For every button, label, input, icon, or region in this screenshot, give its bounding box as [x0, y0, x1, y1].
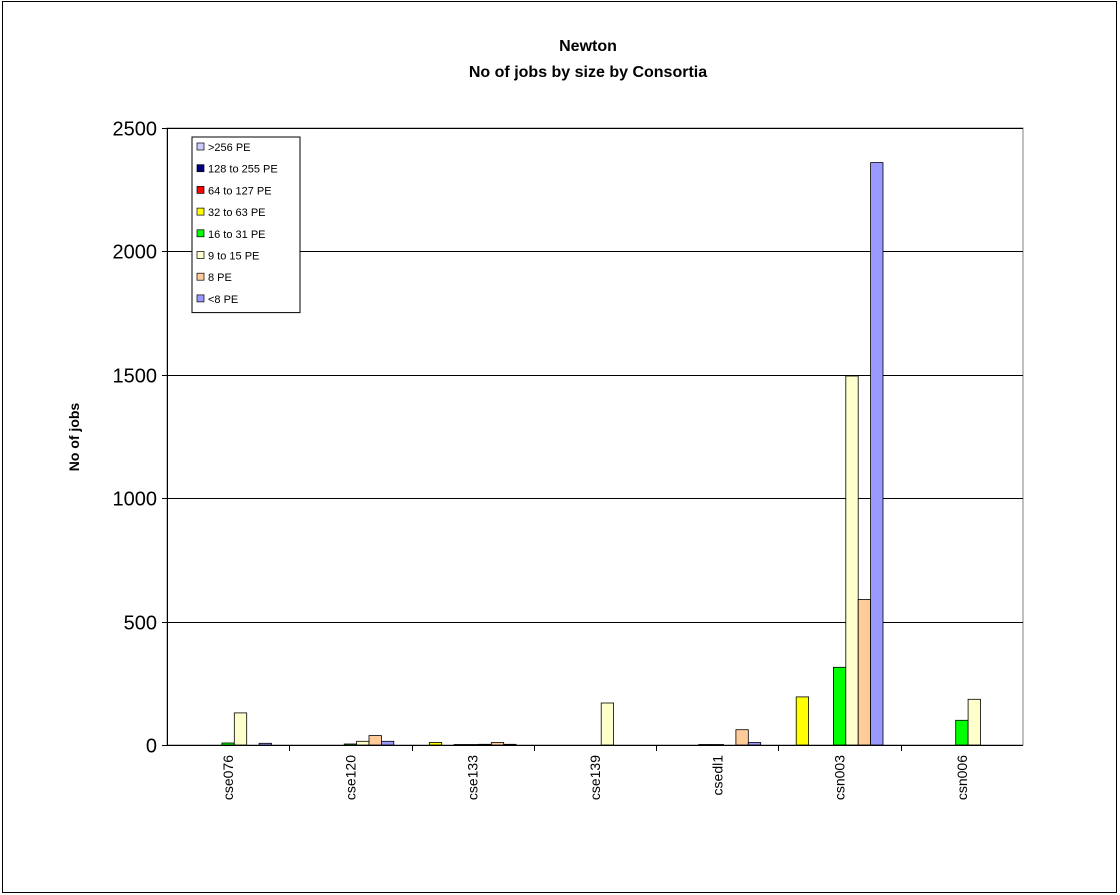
legend-label: 8 PE: [208, 272, 232, 284]
x-tick-label: cse120: [342, 755, 358, 800]
bar: [857, 599, 872, 746]
bar: [870, 162, 884, 746]
plot-area: 0 500 1000 1500 2000 2500 cse076 cse120 cse133 cs…: [113, 119, 1024, 800]
bar: [795, 696, 810, 746]
legend-label: >256 PE: [208, 142, 251, 154]
bar: [833, 666, 847, 746]
bar: [380, 740, 395, 746]
bar: [698, 744, 712, 746]
y-tick-label: 500: [124, 613, 157, 635]
bar: [955, 719, 969, 746]
y-tick-label: 1500: [113, 366, 158, 388]
bar: [490, 742, 505, 746]
x-tick-label: csedl1: [709, 755, 725, 796]
bar: [735, 729, 749, 746]
bar: [967, 698, 981, 746]
bar: [258, 742, 272, 746]
y-tick-label: 1000: [113, 489, 158, 511]
legend-swatch: [196, 207, 205, 216]
bar: [845, 375, 859, 746]
x-tick-label: cse139: [587, 755, 603, 800]
legend-swatch: [196, 142, 205, 151]
bar: [503, 743, 517, 746]
legend-swatch: [196, 251, 205, 259]
x-tick-label: cse133: [465, 755, 481, 800]
bar: [466, 744, 480, 746]
bar: [600, 702, 615, 746]
x-tick-label: cse076: [220, 755, 236, 800]
y-tick-label: 2500: [113, 119, 158, 141]
bar: [221, 742, 235, 746]
bar: [233, 712, 248, 746]
legend-swatch: [196, 294, 205, 303]
bar: [478, 743, 492, 746]
bar: [343, 743, 358, 746]
legend-label: <8 PE: [208, 294, 238, 306]
y-tick-label: 2000: [113, 242, 158, 264]
bar: [368, 735, 382, 746]
legend-label: 64 to 127 PE: [208, 185, 272, 197]
legend-label: 128 to 255 PE: [208, 164, 278, 176]
legend-label: 32 to 63 PE: [208, 207, 266, 219]
bar: [356, 740, 370, 746]
legend-label: 16 to 31 PE: [208, 229, 266, 241]
y-tick-label: 0: [146, 736, 157, 758]
bar: [453, 744, 467, 746]
x-tick-label: csn003: [832, 755, 848, 800]
x-tick-label: csn006: [954, 755, 970, 800]
bar: [428, 742, 443, 746]
legend-swatch: [196, 164, 205, 173]
legend-swatch: [196, 186, 205, 194]
legend-box: [191, 136, 301, 314]
chart-subtitle: No of jobs by size by Consortia: [469, 64, 707, 81]
legend-swatch: [196, 272, 205, 281]
legend-label: 9 to 15 PE: [208, 251, 259, 263]
bar: [747, 742, 762, 746]
y-axis-label: No of jobs: [66, 403, 82, 472]
chart-title: Newton: [559, 38, 617, 55]
legend: >256 PE 128 to 255 PE 64 to 127 PE 32 to 63…: [191, 136, 301, 314]
bar: [710, 744, 724, 746]
legend-swatch: [196, 229, 205, 238]
